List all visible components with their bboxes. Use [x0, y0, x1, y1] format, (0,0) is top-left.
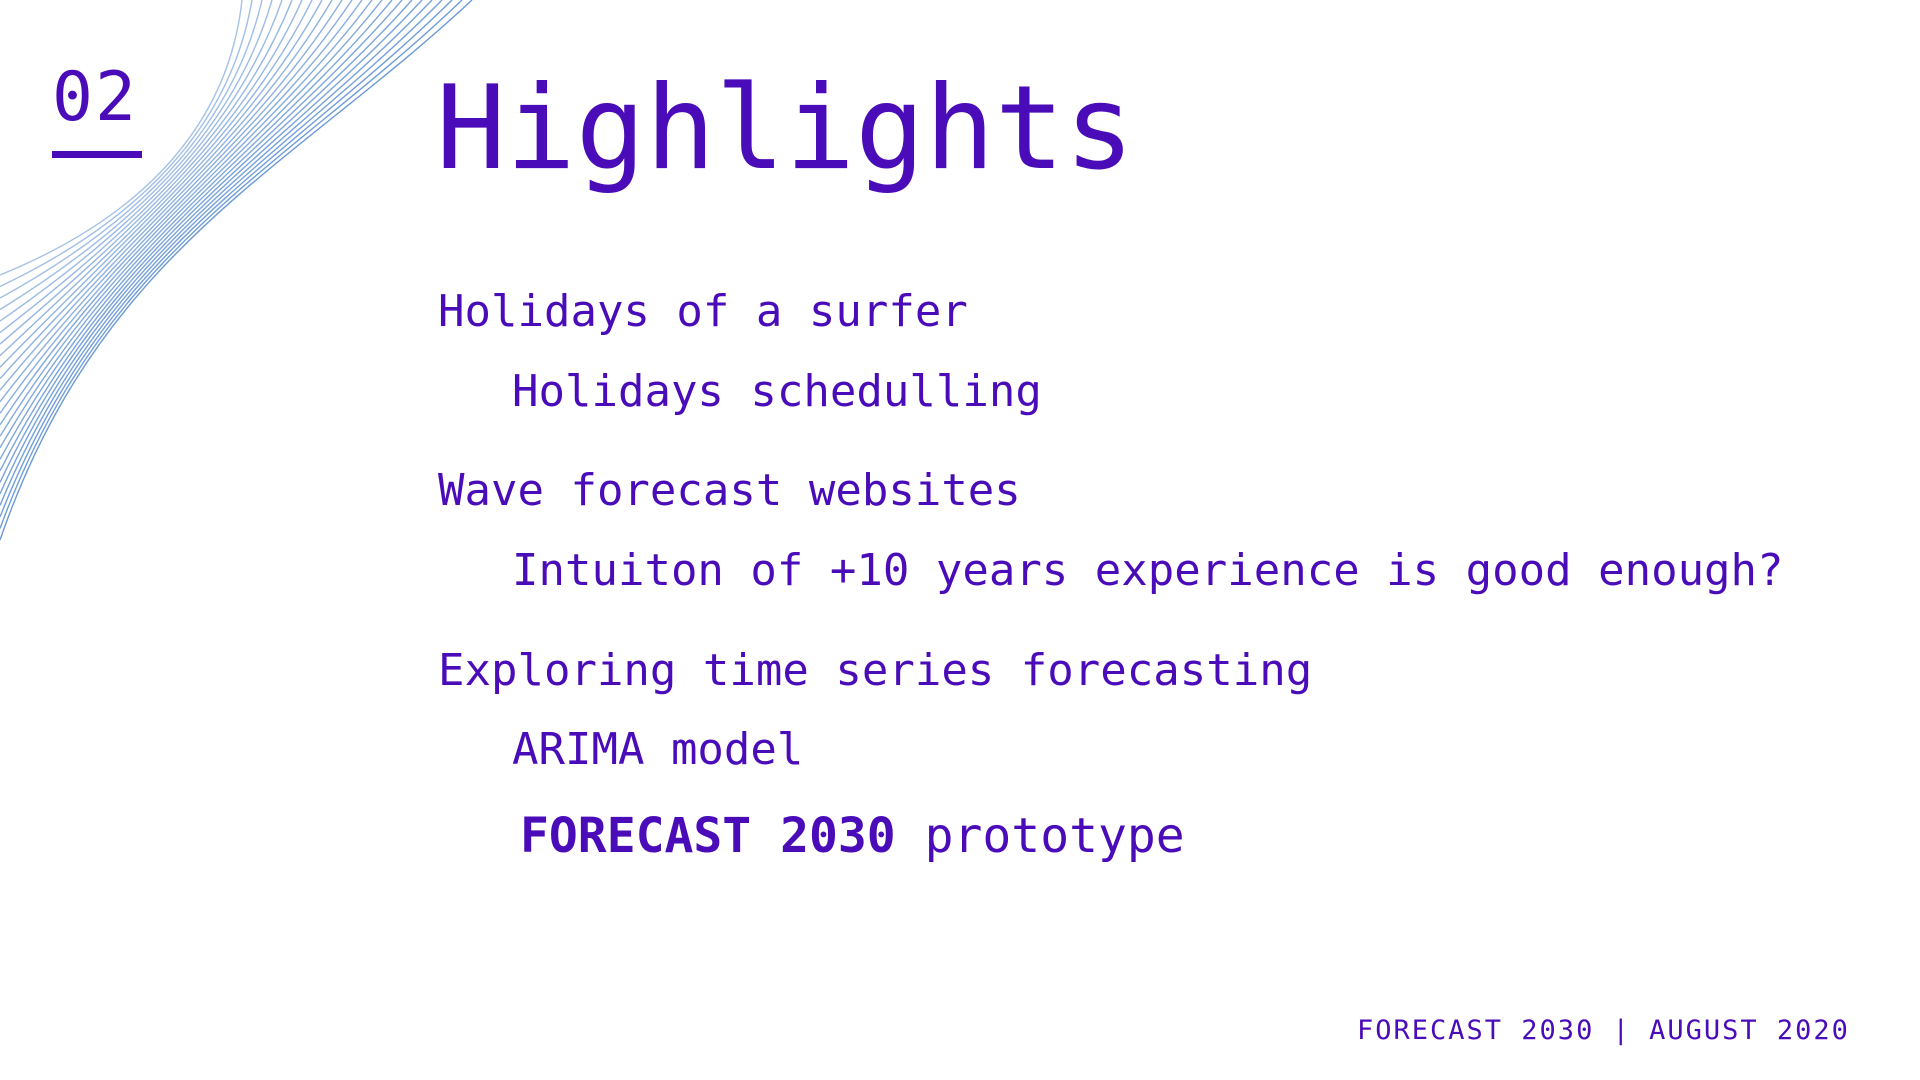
decorative-wave-lines [0, 0, 473, 541]
wave-line [0, 0, 433, 495]
wave-line [0, 0, 273, 311]
wave-line [0, 0, 463, 529]
wave-line [0, 0, 343, 391]
wave-line [0, 0, 443, 506]
wave-line [0, 0, 453, 518]
wave-line [0, 0, 473, 541]
wave-line [0, 0, 283, 322]
wave-line [0, 0, 313, 357]
wave-line [0, 0, 323, 368]
wave-line [0, 0, 303, 345]
wave-line [0, 0, 373, 426]
bullet-item-wave-forecast-websites: Wave forecast websites [438, 465, 1021, 516]
slide-title: Highlights [436, 61, 1135, 196]
sub-bullet-holidays-schedulling: Holidays schedulling [512, 366, 1042, 417]
wave-line [0, 0, 363, 414]
feature-line-rest: prototype [924, 808, 1185, 864]
slide-number: 02 [52, 58, 138, 137]
bullet-item-exploring-time-series: Exploring time series forecasting [438, 645, 1313, 696]
feature-line: FORECAST 2030 prototype [520, 812, 1185, 860]
wave-line [0, 0, 423, 483]
footer-text: FORECAST 2030 | AUGUST 2020 [1357, 1015, 1850, 1046]
wave-line [0, 0, 263, 299]
wave-line [0, 0, 383, 437]
wave-line [0, 0, 293, 334]
wave-line [0, 0, 413, 472]
wave-line [0, 0, 253, 288]
wave-line [0, 0, 353, 403]
sub-bullet-arima-model: ARIMA model [512, 724, 804, 775]
wave-line [0, 0, 243, 276]
sub-bullet-intuition: Intuiton of +10 years experience is good… [512, 545, 1784, 596]
wave-line [0, 0, 393, 449]
feature-line-bold: FORECAST 2030 [520, 808, 896, 864]
wave-line [0, 0, 333, 380]
slide-number-underline [52, 151, 142, 158]
wave-line [0, 0, 403, 460]
bullet-item-holidays-of-a-surfer: Holidays of a surfer [438, 286, 968, 337]
